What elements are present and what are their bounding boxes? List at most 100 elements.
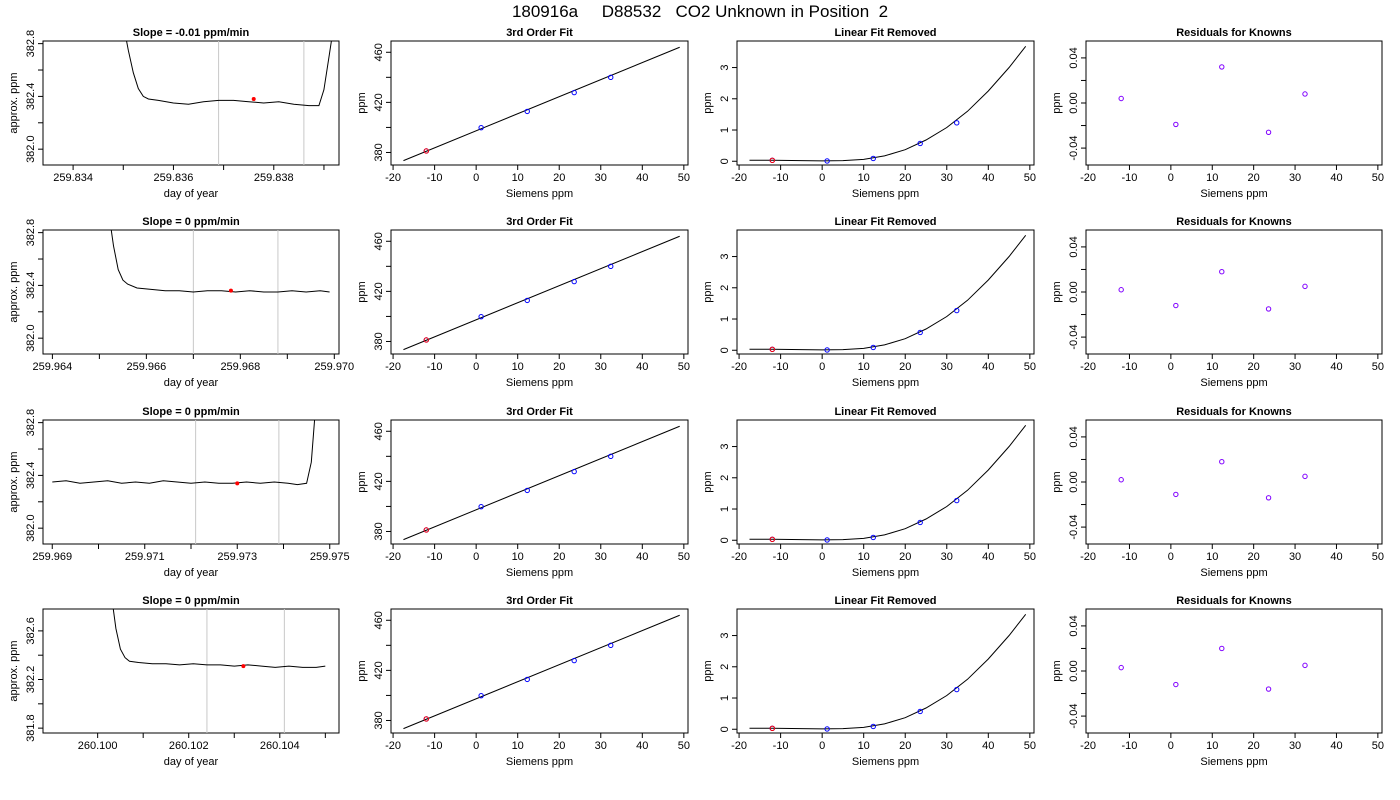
x-tick-label: 50 [1024,361,1036,373]
x-tick-label: -10 [773,172,789,184]
x-tick-label: 40 [982,361,994,373]
x-tick-label: 40 [636,172,648,184]
chart-title: Residuals for Knowns [1176,595,1292,607]
x-tick-label: -10 [773,551,789,563]
data-point [824,537,830,543]
data-point [917,708,923,715]
x-tick-label: -10 [427,551,443,563]
data-point [1173,302,1179,309]
x-tick-label: 259.971 [125,551,165,563]
x-tick-label: 50 [1024,172,1036,184]
data-point [478,124,484,131]
data-point [608,453,614,460]
plot-frame [736,608,1035,734]
y-tick-label: 3 [719,253,731,259]
x-tick-label: 30 [1289,361,1301,373]
x-axis-label: Siemens ppm [1200,567,1267,579]
y-axis-label: ppm [702,281,714,302]
data-point [608,74,614,81]
plot-area [52,420,316,544]
plot-area [403,235,680,351]
data-point [1265,306,1272,312]
chart-panel-4-3: Linear Fit Removed -20 -10 0 10 20 30 40 50 0 1 2 3 S… [702,595,1036,768]
chart-title: Slope = 0 ppm/min [142,406,240,418]
y-tick-label: 0 [719,158,731,164]
chart-panel-3-2: 3rd Order Fit -20 -10 0 10 20 30 40 50 380 420 460 S… [356,406,690,579]
y-tick-label: 1 [719,695,731,701]
data-point [524,108,530,115]
plot-area [126,41,332,165]
data-point [954,686,960,693]
x-tick-label: 10 [858,551,870,563]
y-tick-label: 0 [719,347,731,353]
y-tick-label: 382.2 [25,666,37,694]
x-tick-label: 30 [595,551,607,563]
x-tick-label: 10 [512,361,524,373]
x-tick-label: 10 [1206,740,1218,752]
x-tick-label: 50 [1372,172,1384,184]
unknown-point [423,148,430,154]
y-axis-label: ppm [356,281,368,302]
x-tick-label: 30 [1289,740,1301,752]
chart-panel-1-2: 3rd Order Fit -20 -10 0 10 20 30 40 50 380 420 460 S… [356,27,690,200]
y-tick-label: 380 [373,711,385,729]
mean-point [235,481,240,486]
y-axis-label: ppm [1051,471,1063,492]
x-tick-label: 0 [819,172,825,184]
y-tick-label: 2 [719,96,731,102]
x-tick-label: 40 [636,551,648,563]
data-point [1219,645,1225,652]
chart-title: Linear Fit Removed [834,27,936,39]
x-tick-label: 40 [1330,551,1342,563]
x-tick-label: 0 [1168,551,1174,563]
y-tick-label: 460 [373,232,385,250]
x-tick-label: -10 [1122,172,1138,184]
x-tick-label: 0 [473,361,479,373]
y-tick-label: 3 [719,443,731,449]
data-point [1219,64,1225,70]
plot-frame [1085,229,1383,355]
x-tick-label: 30 [595,361,607,373]
plot-area [749,234,1027,353]
y-axis-label: approx. ppm [8,261,20,322]
y-tick-label: 382.4 [25,272,37,300]
y-tick-label: 2 [719,475,731,481]
data-point [608,263,614,270]
y-tick-label: 382.8 [25,30,37,58]
fit-line [403,46,680,162]
chart-title: Residuals for Knowns [1176,216,1292,228]
data-point [1118,287,1124,293]
x-axis-label: Siemens ppm [506,188,573,200]
y-tick-label: 3 [719,64,731,70]
x-tick-label: 20 [899,361,911,373]
data-point [1265,129,1272,136]
x-axis-label: Siemens ppm [1200,377,1267,389]
x-axis-label: day of year [164,188,219,200]
chart-title: 3rd Order Fit [506,595,573,607]
x-tick-label: 50 [1024,740,1036,752]
x-tick-label: 40 [982,172,994,184]
series-line [110,230,330,293]
x-tick-label: 10 [512,551,524,563]
chart-title: Linear Fit Removed [834,216,936,228]
x-tick-label: 0 [473,172,479,184]
plot-frame [736,229,1035,355]
x-axis-label: Siemens ppm [506,567,573,579]
x-tick-label: 0 [1168,172,1174,184]
unknown-point [769,157,776,164]
y-tick-label: 420 [373,282,385,300]
x-tick-label: 260.104 [260,740,300,752]
data-point [1219,459,1225,465]
chart-panel-3-1: Slope = 0 ppm/min 259.969 259.971 259.973 25… [8,406,350,579]
y-tick-label: -0.04 [1068,325,1080,350]
x-tick-label: 20 [553,740,565,752]
data-point [1173,121,1179,128]
x-tick-label: 50 [678,740,690,752]
x-tick-label: 40 [636,361,648,373]
fit-line [403,235,680,351]
plot-area [1118,459,1308,501]
y-tick-label: 382.8 [25,409,37,437]
chart-title: 3rd Order Fit [506,406,573,418]
series-line [112,609,326,668]
